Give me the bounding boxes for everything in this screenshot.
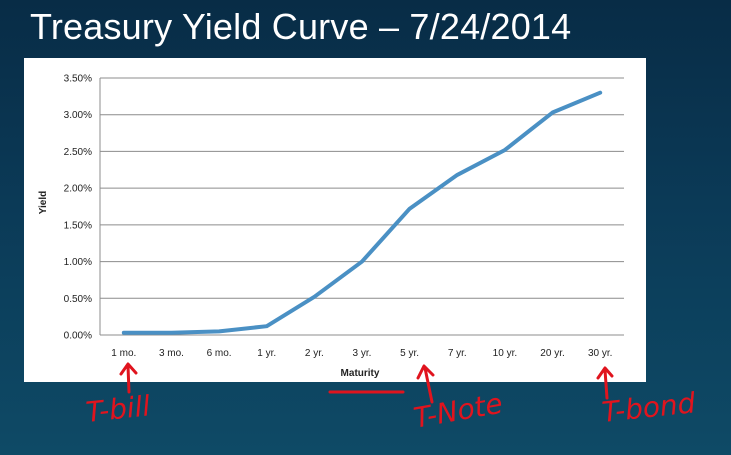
slide-title: Treasury Yield Curve – 7/24/2014	[30, 6, 572, 47]
y-tick-label: 1.00%	[64, 257, 92, 268]
tbond-label: T-bond	[600, 386, 697, 429]
tnote-label: T-Note	[411, 386, 506, 435]
x-tick-label: 1 yr.	[257, 348, 276, 359]
x-tick-label: 6 mo.	[207, 348, 232, 359]
yield-series-line	[121, 90, 603, 335]
y-tick-label: 1.50%	[64, 220, 92, 231]
x-tick-label: 10 yr.	[493, 348, 517, 359]
y-axis-title: Yield	[38, 191, 49, 215]
y-tick-label: 3.50%	[64, 74, 92, 85]
x-axis-title: Maturity	[341, 368, 380, 379]
y-tick-label: 0.50%	[64, 294, 92, 305]
y-tick-label: 0.00%	[64, 331, 92, 342]
x-tick-label: 3 yr.	[353, 348, 372, 359]
yield-curve-chart: 0.00% 0.50% 1.00% 1.50% 2.00% 2.50% 3.00% 3.50%…	[24, 58, 646, 382]
x-tick-label: 7 yr.	[448, 348, 467, 359]
x-tick-label: 30 yr.	[588, 348, 612, 359]
x-tick-label: 3 mo.	[159, 348, 184, 359]
x-tick-label: 1 mo.	[111, 348, 136, 359]
x-tick-label: 20 yr.	[540, 348, 564, 359]
y-tick-label: 3.00%	[64, 110, 92, 121]
chart-svg: 0.00% 0.50% 1.00% 1.50% 2.00% 2.50% 3.00% 3.50%…	[38, 74, 624, 379]
y-tick-label: 2.50%	[64, 147, 92, 158]
x-tick-label: 2 yr.	[305, 348, 324, 359]
tbill-label: T-bill	[84, 389, 152, 429]
y-tick-label: 2.00%	[64, 184, 92, 195]
x-tick-label: 5 yr.	[400, 348, 419, 359]
